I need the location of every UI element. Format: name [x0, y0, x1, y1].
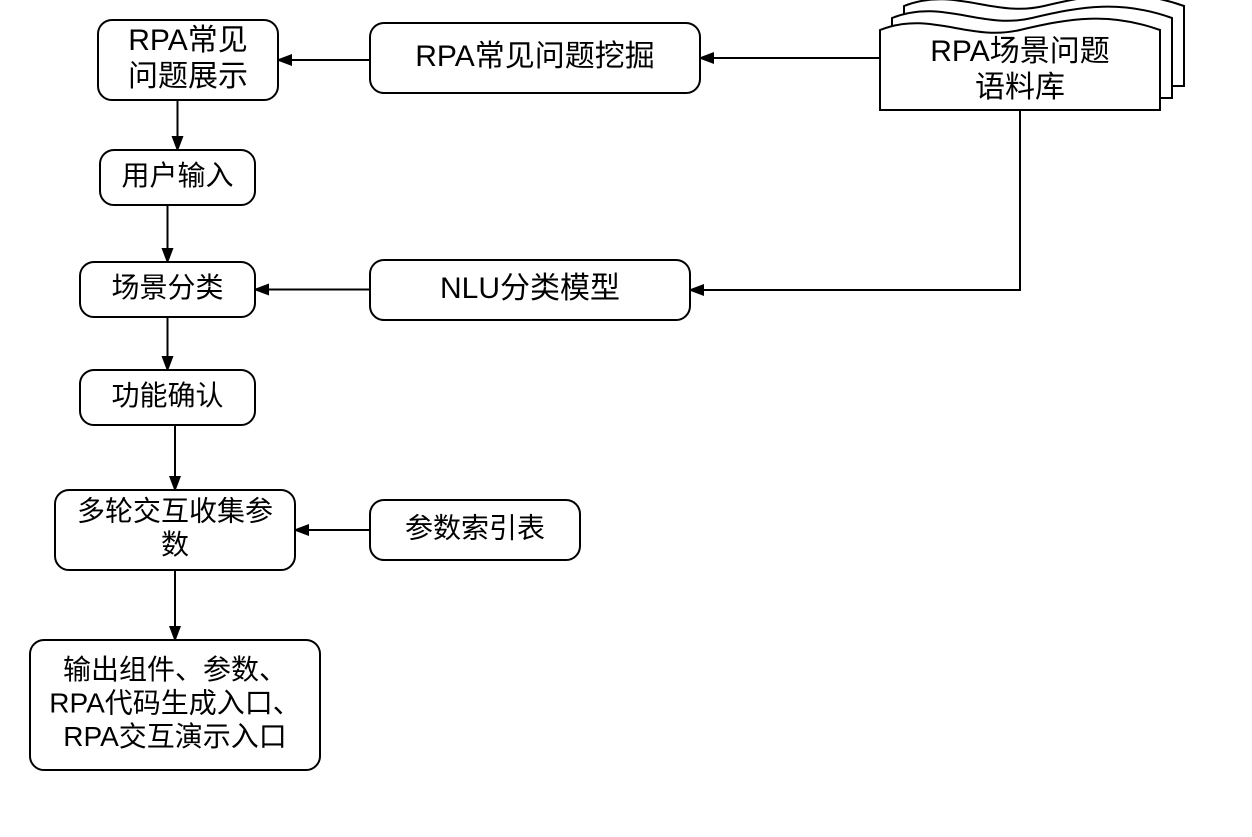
svg-text:RPA交互演示入口: RPA交互演示入口 — [63, 721, 287, 752]
svg-text:场景分类: 场景分类 — [111, 272, 223, 303]
svg-text:RPA场景问题: RPA场景问题 — [930, 35, 1109, 68]
svg-text:NLU分类模型: NLU分类模型 — [440, 272, 620, 305]
flowchart-canvas: RPA常见问题展示 RPA常见问题挖掘 RPA场景问题语料库用户输入场景分类 NLU分… — [0, 0, 1252, 837]
svg-text:输出组件、参数、: 输出组件、参数、 — [63, 654, 287, 685]
edge-user_input-scene_class — [168, 205, 178, 262]
svg-text:数: 数 — [161, 529, 189, 560]
svg-text:功能确认: 功能确认 — [111, 380, 223, 411]
edge-corpus-nlu_model — [690, 110, 1020, 290]
edge-func_confirm-collect_params — [168, 425, 176, 490]
svg-text:多轮交互收集参: 多轮交互收集参 — [77, 496, 273, 527]
edge-faq_mining-faq_display — [278, 58, 370, 60]
svg-text:用户输入: 用户输入 — [121, 160, 233, 191]
svg-text:RPA常见问题挖掘: RPA常见问题挖掘 — [415, 40, 654, 73]
svg-text:RPA代码生成入口、: RPA代码生成入口、 — [49, 687, 301, 718]
svg-text:参数索引表: 参数索引表 — [405, 512, 545, 543]
svg-text:问题展示: 问题展示 — [128, 60, 248, 93]
svg-text:RPA常见: RPA常见 — [128, 24, 247, 57]
edge-faq_display-user_input — [178, 100, 189, 150]
edge-corpus-faq_mining — [700, 58, 880, 65]
svg-text:语料库: 语料库 — [975, 71, 1065, 104]
